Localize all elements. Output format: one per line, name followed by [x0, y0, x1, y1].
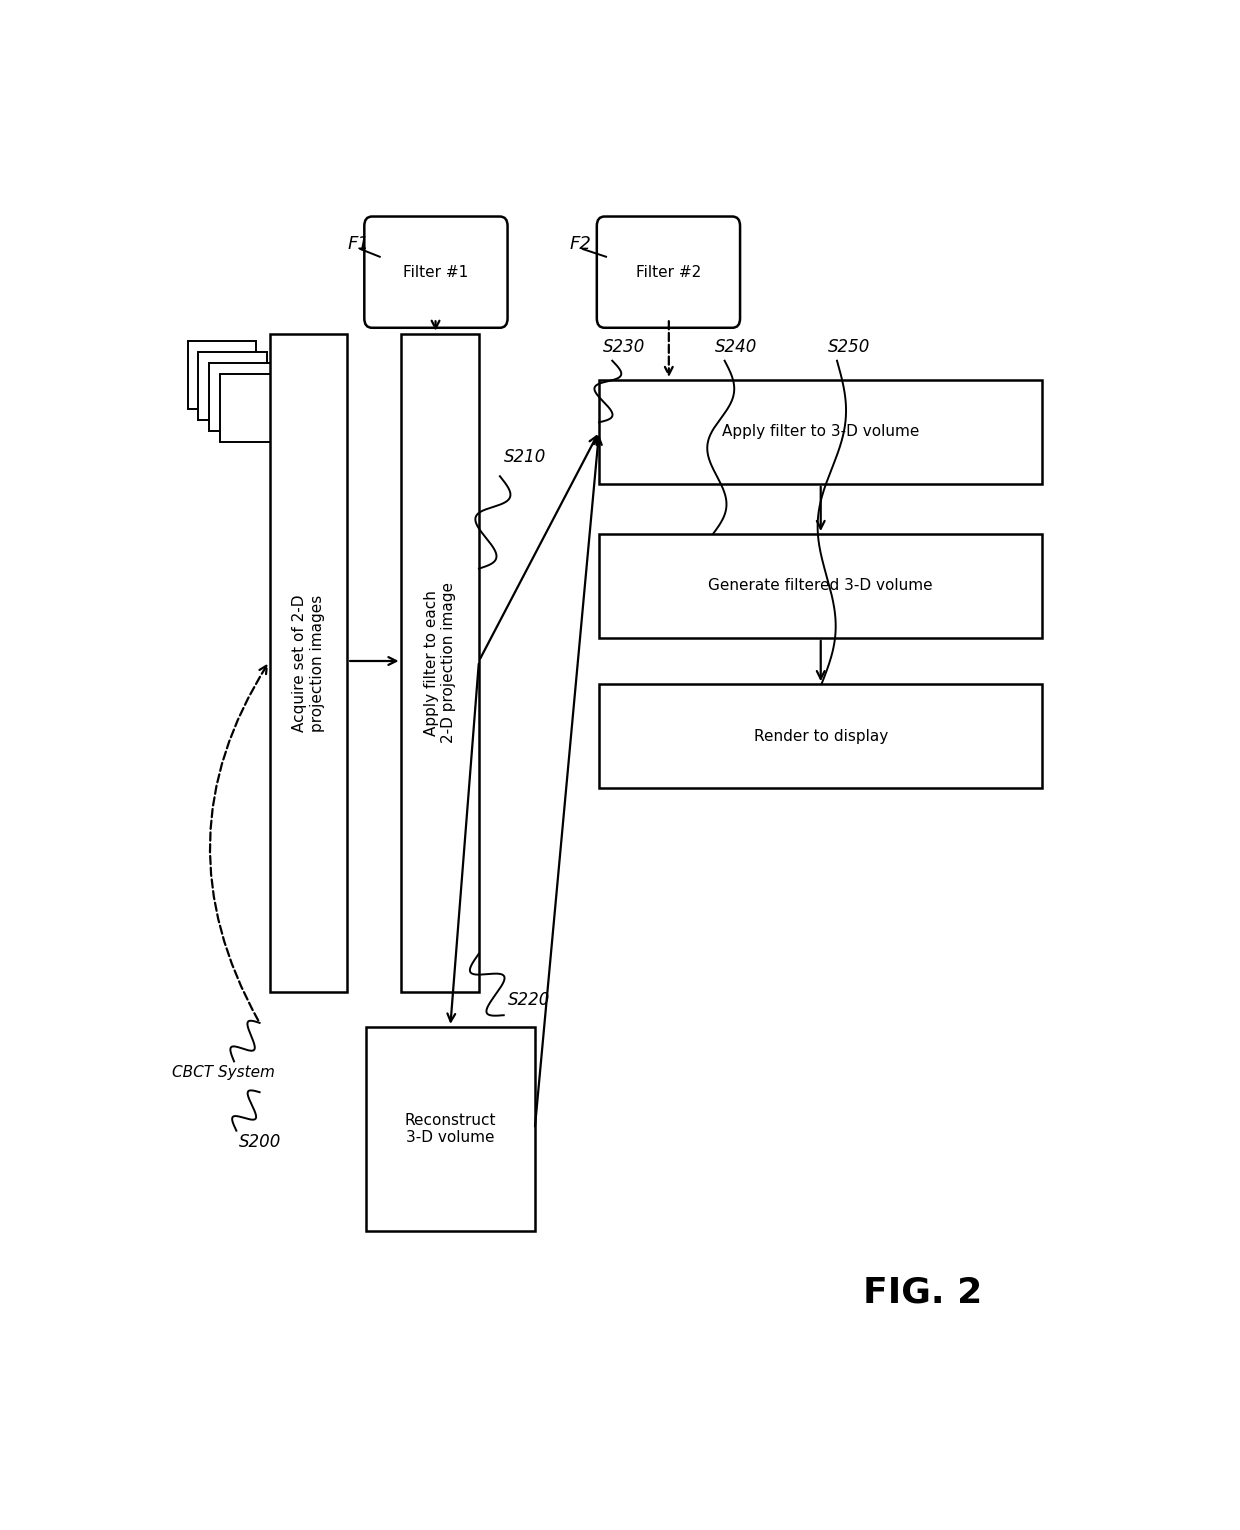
Text: CBCT System: CBCT System [172, 1065, 275, 1080]
Text: Render to display: Render to display [754, 728, 888, 744]
Text: FIG. 2: FIG. 2 [863, 1276, 982, 1310]
Text: S220: S220 [507, 991, 551, 1008]
Bar [366, 1027, 534, 1230]
Bar [402, 334, 479, 991]
Text: Filter #2: Filter #2 [636, 265, 701, 280]
Text: S230: S230 [603, 338, 645, 356]
Text: S210: S210 [503, 448, 546, 467]
Text: S240: S240 [715, 338, 758, 356]
Bar [210, 363, 278, 431]
FancyBboxPatch shape [596, 217, 740, 327]
Text: F1: F1 [347, 234, 370, 252]
Text: Apply filter to each
2-D projection image: Apply filter to each 2-D projection imag… [424, 583, 456, 744]
Text: Filter #1: Filter #1 [403, 265, 469, 280]
Bar [599, 379, 1043, 483]
Text: Apply filter to 3-D volume: Apply filter to 3-D volume [722, 424, 919, 439]
Text: S200: S200 [238, 1134, 281, 1151]
Bar [187, 341, 255, 409]
Text: F2: F2 [569, 234, 591, 252]
Text: S250: S250 [828, 338, 870, 356]
FancyBboxPatch shape [365, 217, 507, 327]
Bar [198, 352, 267, 421]
Bar [221, 373, 288, 442]
Bar [599, 684, 1043, 788]
Bar [599, 534, 1043, 638]
Text: Reconstruct
3-D volume: Reconstruct 3-D volume [404, 1112, 496, 1144]
Text: Acquire set of 2-D
projection images: Acquire set of 2-D projection images [293, 594, 325, 731]
Bar [270, 334, 347, 991]
Text: Generate filtered 3-D volume: Generate filtered 3-D volume [708, 578, 932, 594]
